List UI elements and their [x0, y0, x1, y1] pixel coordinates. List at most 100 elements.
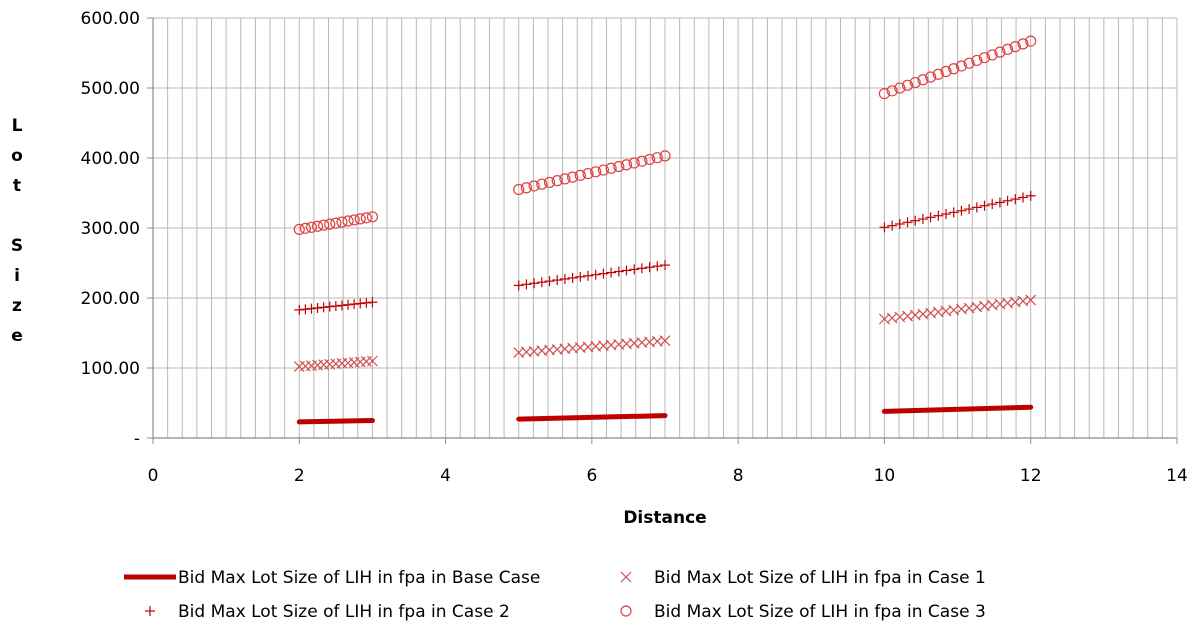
case3-circle-marker: [940, 65, 952, 78]
data-point: [294, 304, 305, 315]
data-point: [963, 57, 975, 69]
case1-x-marker-stroke: [932, 306, 944, 318]
case3-circle-marker: [336, 216, 348, 228]
case1-x-marker-stroke: [886, 312, 898, 324]
legend-item-1: Bid Max Lot Size of LIH in fpa in Case 1: [620, 568, 986, 588]
x-tick-label: 14: [1166, 466, 1188, 486]
case1-x-marker-stroke: [1017, 295, 1029, 307]
data-point: [878, 87, 891, 100]
data-point: [964, 204, 975, 215]
data-point: [636, 155, 648, 167]
case3-circle-marker: [582, 167, 594, 180]
legend-swatch: [620, 605, 632, 617]
case3-circle-marker: [513, 183, 525, 196]
data-point: [520, 182, 533, 194]
case1-x-marker-stroke: [894, 311, 906, 323]
case1-x-marker-stroke: [605, 339, 617, 351]
data-point: [925, 212, 936, 223]
data-point: [994, 197, 1005, 208]
data-point: [567, 272, 578, 283]
case3-circle-marker: [567, 171, 579, 183]
case3-circle-marker: [894, 82, 906, 94]
data-point: [360, 212, 372, 224]
y-tick-label: 600.00: [81, 9, 140, 29]
y-axis-title-letter: L: [12, 116, 23, 136]
base-case-line: [516, 413, 668, 422]
data-point: [552, 275, 563, 286]
y-axis-title-letter: S: [11, 236, 23, 256]
case3-circle-marker: [909, 76, 921, 89]
data-point: [551, 175, 563, 187]
data-point: [910, 215, 921, 226]
case1-x-marker-stroke: [613, 339, 625, 350]
data-point: [956, 205, 967, 216]
case3-circle-marker: [628, 157, 640, 169]
case1-x-marker-stroke: [902, 310, 913, 322]
case1-x-marker-stroke: [528, 345, 540, 357]
case3-circle-marker: [620, 605, 632, 617]
data-point: [1002, 43, 1014, 55]
data-point: [529, 278, 540, 289]
data-point: [590, 269, 601, 280]
series-2: [294, 190, 1036, 315]
data-point: [879, 222, 890, 233]
legend-swatch: [145, 606, 155, 616]
case3-circle-marker: [978, 52, 991, 64]
series-1: [293, 294, 1037, 373]
data-point: [971, 202, 982, 213]
data-point: [598, 268, 609, 279]
data-point: [1025, 294, 1037, 306]
case3-circle-marker: [651, 152, 663, 164]
case1-x-marker-stroke: [994, 298, 1006, 310]
case3-circle-marker: [948, 63, 960, 75]
case3-circle-marker: [659, 150, 671, 162]
case3-circle-marker: [528, 180, 540, 192]
data-point: [536, 277, 547, 288]
case3-circle-marker: [551, 175, 563, 187]
data-point: [361, 297, 372, 308]
case1-x-marker-stroke: [536, 345, 548, 357]
y-tick-labels: - 100.00 200.00 300.00 400.00 500.00 600.00: [81, 9, 140, 449]
data-point: [971, 54, 983, 67]
case3-circle-marker: [986, 49, 998, 61]
data-point: [367, 297, 378, 308]
case1-x-marker-stroke: [620, 571, 632, 583]
data-point: [917, 214, 928, 225]
data-point: [1002, 195, 1013, 206]
data-point: [917, 74, 929, 86]
data-point: [659, 150, 671, 162]
data-point: [330, 301, 341, 312]
y-axis-title-letter: e: [11, 326, 23, 346]
legend-item-2: Bid Max Lot Size of LIH in fpa in Case 2: [145, 602, 510, 622]
case1-x-marker-stroke: [917, 308, 929, 320]
case3-circle-marker: [955, 60, 968, 72]
x-tick-label: 0: [148, 466, 159, 486]
case3-circle-marker: [305, 221, 318, 233]
data-point: [1018, 192, 1029, 203]
data-point: [1025, 190, 1036, 201]
y-tick-label: -: [134, 429, 140, 449]
y-axis-title-letter: o: [11, 146, 23, 166]
data-point: [909, 76, 921, 89]
data-point: [597, 164, 610, 176]
case3-circle-marker: [324, 218, 336, 230]
data-point: [651, 152, 663, 164]
case3-circle-marker: [559, 173, 571, 185]
data-point: [299, 222, 311, 234]
data-point: [355, 298, 366, 309]
data-point: [324, 218, 336, 230]
case3-circle-marker: [342, 215, 354, 227]
data-point: [575, 271, 586, 282]
series-3: [293, 35, 1037, 235]
case1-x-marker-stroke: [1002, 297, 1014, 309]
case1-x-marker-stroke: [520, 346, 532, 358]
data-point: [318, 219, 330, 231]
case1-x-marker-stroke: [1025, 294, 1037, 306]
case3-circle-marker: [360, 212, 372, 224]
data-point: [894, 218, 905, 229]
y-axis-title-letter: i: [14, 266, 20, 286]
x-tick-label: 6: [586, 466, 597, 486]
data-point: [330, 217, 342, 229]
legend: Bid Max Lot Size of LIH in fpa in Base C…: [124, 568, 986, 622]
